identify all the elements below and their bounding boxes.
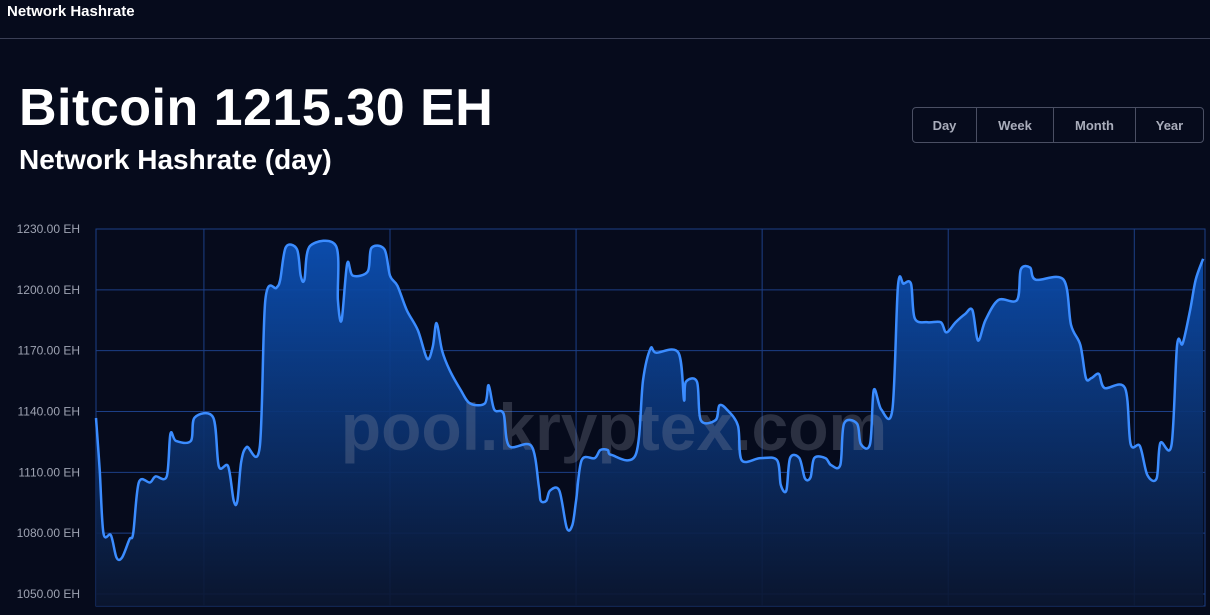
y-tick-label: 1230.00 EH — [17, 222, 80, 236]
top-bar: Network Hashrate — [0, 0, 1210, 39]
hashrate-area — [96, 240, 1204, 606]
y-tick-label: 1200.00 EH — [17, 283, 80, 297]
y-tick-label: 1080.00 EH — [17, 526, 80, 540]
hashrate-subtitle: Network Hashrate (day) — [19, 144, 332, 175]
range-month-button[interactable]: Month — [1054, 108, 1136, 142]
y-tick-label: 1140.00 EH — [18, 405, 81, 419]
range-day-button[interactable]: Day — [913, 108, 977, 142]
y-tick-label: 1050.00 EH — [17, 587, 80, 601]
header-title: Network Hashrate — [7, 3, 135, 20]
hashrate-headline: Bitcoin 1215.30 EH — [19, 79, 494, 137]
range-selector: Day Week Month Year — [912, 107, 1204, 143]
hashrate-line — [94, 239, 1205, 562]
watermark: pool.kryptex.com — [341, 390, 887, 464]
y-tick-label: 1170.00 EH — [18, 344, 81, 358]
y-tick-label: 1110.00 EH — [18, 465, 80, 479]
range-week-button[interactable]: Week — [977, 108, 1054, 142]
range-year-button[interactable]: Year — [1136, 108, 1203, 142]
